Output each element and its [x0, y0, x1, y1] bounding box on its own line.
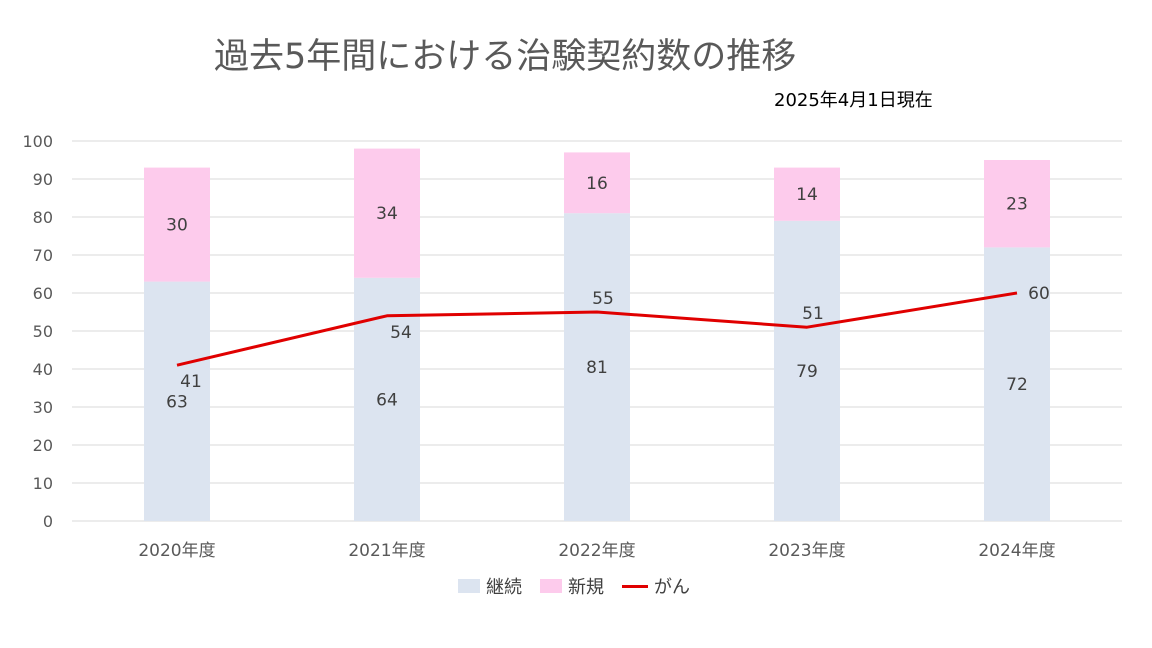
data-label-cancer: 54 [390, 323, 412, 343]
legend-swatch-new [540, 579, 562, 593]
data-label-new: 30 [166, 216, 188, 236]
data-label-continuing: 72 [1006, 375, 1028, 395]
bar-continuing [774, 220, 840, 522]
bar-new [144, 167, 210, 282]
data-label-new: 23 [1006, 195, 1028, 215]
bar-continuing [564, 213, 630, 521]
legend-label-new: 新規 [568, 577, 604, 598]
data-label-continuing: 81 [586, 358, 608, 378]
data-label-cancer: 60 [1028, 284, 1050, 304]
bar-continuing [354, 277, 420, 521]
x-tick-label: 2021年度 [348, 541, 425, 561]
bar-new [774, 167, 840, 221]
y-tick-label: 70 [33, 246, 53, 265]
y-tick-label: 0 [43, 512, 53, 531]
x-tick-label: 2022年度 [558, 541, 635, 561]
y-tick-label: 20 [33, 436, 53, 455]
y-tick-label: 90 [33, 170, 53, 189]
data-label-cancer: 51 [802, 304, 824, 324]
y-tick-label: 30 [33, 398, 53, 417]
legend: 継続 新規 がん [458, 574, 690, 598]
y-tick-label: 40 [33, 360, 53, 379]
data-label-new: 16 [586, 174, 608, 194]
bars [144, 148, 1050, 522]
data-label-new: 14 [796, 185, 818, 205]
y-tick-label: 100 [22, 132, 53, 151]
data-label-continuing: 63 [166, 392, 188, 412]
data-labels: 63 30 64 34 81 16 79 14 72 23 41 54 55 51 60 [166, 174, 1050, 412]
bar-new [564, 152, 630, 214]
x-axis-ticks: 2020年度 2021年度 2022年度 2023年度 2024年度 [138, 541, 1055, 561]
legend-swatch-continuing [458, 579, 480, 593]
bar-continuing [144, 281, 210, 521]
legend-item-continuing: 継続 [458, 573, 522, 599]
legend-label-cancer: がん [654, 577, 690, 598]
x-tick-label: 2024年度 [978, 541, 1055, 561]
y-tick-label: 10 [33, 474, 53, 493]
cancer-line [176, 291, 1018, 367]
bar-new [354, 148, 420, 278]
x-tick-label: 2023年度 [768, 541, 845, 561]
as-of-date: 2025年4月1日現在 [774, 90, 933, 111]
x-tick-label: 2020年度 [138, 541, 215, 561]
data-label-cancer: 41 [180, 372, 202, 392]
y-axis-ticks: 0 10 20 30 40 50 60 70 80 90 100 [22, 132, 53, 531]
data-label-new: 34 [376, 204, 398, 224]
legend-label-continuing: 継続 [486, 577, 522, 598]
chart-title: 過去5年間における治験契約数の推移 [214, 37, 797, 77]
line-cancer [176, 291, 1018, 367]
bar-new [984, 160, 1050, 248]
y-tick-label: 60 [33, 284, 53, 303]
y-tick-label: 50 [33, 322, 53, 341]
legend-item-cancer: がん [622, 573, 690, 599]
legend-item-new: 新規 [540, 573, 604, 599]
y-tick-label: 80 [33, 208, 53, 227]
data-label-cancer: 55 [592, 289, 614, 309]
data-label-continuing: 79 [796, 362, 818, 382]
legend-swatch-cancer [622, 584, 648, 588]
data-label-continuing: 64 [376, 390, 398, 410]
